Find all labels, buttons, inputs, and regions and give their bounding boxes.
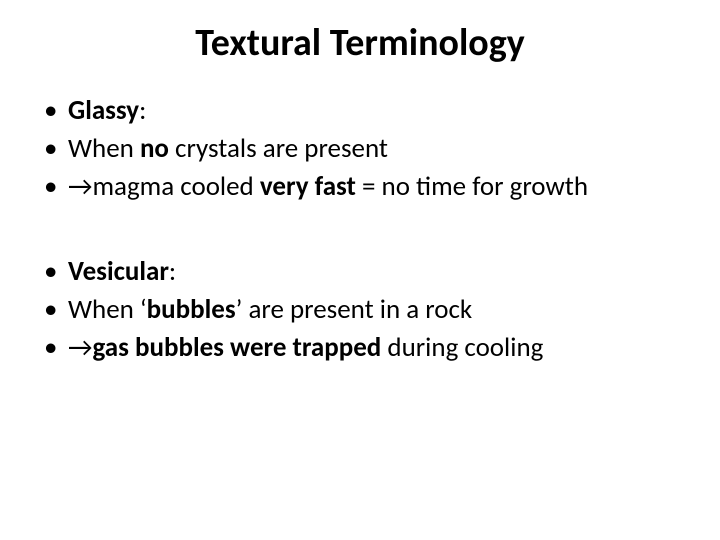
bullet-text-segment: very fast xyxy=(260,170,356,203)
bullet-text-segment: →magma cooled xyxy=(68,170,260,203)
slide: Textural Terminology Glassy: When no crys… xyxy=(0,0,720,540)
bullet-text-segment: → xyxy=(68,331,92,364)
bullet-item: →gas bubbles were trapped during cooling xyxy=(40,331,680,365)
slide-title: Textural Terminology xyxy=(40,20,680,66)
bullet-text-segment: : xyxy=(169,255,176,288)
bullet-item: Vesicular: xyxy=(40,255,680,289)
bullet-text-segment: When ‘ xyxy=(68,293,147,326)
bullet-item: When no crystals are present xyxy=(40,132,680,166)
bullet-text-segment: : xyxy=(139,94,146,127)
bullet-text-segment: When xyxy=(68,132,140,165)
bullet-item: →magma cooled very fast = no time for gr… xyxy=(40,170,680,204)
bullet-text-segment: = no time for growth xyxy=(356,170,588,203)
bullet-list: Glassy: When no crystals are present →magm… xyxy=(40,94,680,365)
bullet-item: Glassy: xyxy=(40,94,680,128)
bullet-text-segment: bubbles xyxy=(147,293,236,326)
bullet-text-segment: Vesicular xyxy=(68,255,169,288)
bullet-text-segment: ’ are present in a rock xyxy=(236,293,473,326)
bullet-text-segment: no xyxy=(140,132,169,165)
bullet-text-segment: gas bubbles were trapped xyxy=(92,331,381,364)
bullet-text-segment: crystals are present xyxy=(169,132,388,165)
bullet-item: When ‘bubbles’ are present in a rock xyxy=(40,293,680,327)
bullet-spacer xyxy=(40,207,680,255)
bullet-text-segment: during cooling xyxy=(381,331,543,364)
bullet-text-segment: Glassy xyxy=(68,94,139,127)
